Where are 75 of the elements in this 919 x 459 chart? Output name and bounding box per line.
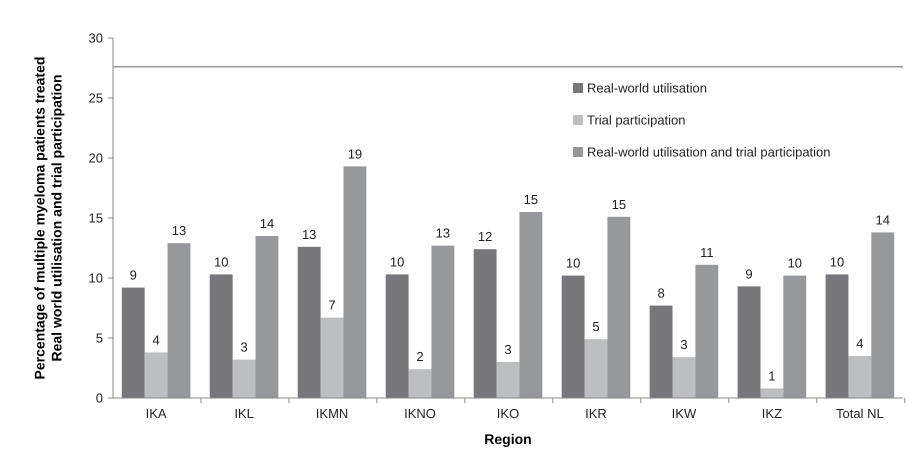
bar [232, 360, 256, 398]
data-label: 9 [130, 268, 137, 283]
y-tick-label: 10 [88, 270, 103, 286]
x-axis-title: Region [484, 431, 532, 447]
bar [496, 362, 520, 398]
y-tick-label: 20 [88, 150, 103, 166]
bar [210, 274, 233, 398]
data-label: 3 [504, 342, 512, 357]
bar [168, 243, 190, 398]
y-tick-label: 5 [96, 330, 103, 346]
data-label: 3 [680, 337, 688, 352]
data-label: 3 [240, 340, 248, 355]
data-label: 13 [172, 223, 186, 238]
data-label: 15 [612, 196, 626, 212]
data-label: 10 [214, 254, 228, 270]
bar [871, 232, 894, 398]
data-label: 9 [745, 266, 753, 282]
data-label: 4 [856, 336, 864, 351]
data-label: 14 [876, 212, 890, 228]
bar [144, 352, 168, 398]
x-tick-label: IKA [146, 406, 167, 421]
data-label: 5 [592, 319, 600, 334]
legend-label: Real-world utilisation [587, 80, 707, 96]
y-tick-label: 30 [88, 30, 103, 46]
bar [298, 246, 321, 398]
legend-label: Real-world utilisation and trial participation [587, 144, 831, 160]
data-label: 10 [566, 256, 580, 271]
bar [695, 264, 718, 398]
bar [783, 276, 806, 398]
bar [738, 286, 760, 398]
data-label: 12 [478, 229, 492, 244]
bar [320, 318, 344, 398]
data-label: 13 [436, 226, 450, 241]
bar [519, 212, 542, 398]
bar [256, 236, 278, 398]
data-label: 15 [524, 192, 538, 207]
bar [431, 246, 454, 398]
bar [408, 369, 432, 398]
bar [474, 249, 497, 398]
data-label: 10 [390, 254, 404, 270]
data-label: 1 [768, 368, 776, 384]
x-tick-label: IKL [234, 406, 254, 421]
x-tick-label: Total NL [836, 406, 884, 421]
bar [607, 216, 630, 398]
bar [826, 274, 848, 398]
legend-label: Trial participation [587, 112, 686, 128]
data-label: 19 [348, 146, 362, 162]
bar [343, 166, 366, 398]
data-label: 7 [328, 298, 336, 313]
data-label: 14 [260, 216, 274, 231]
x-tick-label: IKW [672, 406, 697, 421]
x-tick-label: IKO [496, 406, 520, 421]
bar [584, 339, 608, 398]
bar [386, 274, 409, 398]
data-label: 8 [657, 286, 665, 301]
data-label: 13 [302, 226, 316, 242]
bar [122, 288, 145, 398]
data-label: 10 [788, 256, 802, 271]
bar [650, 306, 673, 398]
data-label: 11 [700, 244, 714, 260]
data-label: 2 [416, 349, 424, 364]
y-tick-label: 25 [88, 90, 103, 106]
y-tick-label: 15 [88, 210, 103, 226]
x-tick-label: IKNO [404, 406, 436, 421]
bar [562, 276, 585, 398]
bar [672, 357, 696, 398]
data-label: 10 [830, 254, 844, 270]
bar [848, 356, 872, 398]
x-tick-label: IKMN [316, 406, 348, 421]
y-tick-label: 0 [96, 390, 103, 406]
bar [760, 388, 784, 398]
y-axis-title: Percentage of multiple myeloma patients treated Real world utilisation and trial participation [32, 56, 64, 380]
data-label: 4 [152, 332, 160, 348]
x-tick-label: IKZ [762, 406, 782, 421]
x-tick-label: IKR [585, 406, 607, 421]
